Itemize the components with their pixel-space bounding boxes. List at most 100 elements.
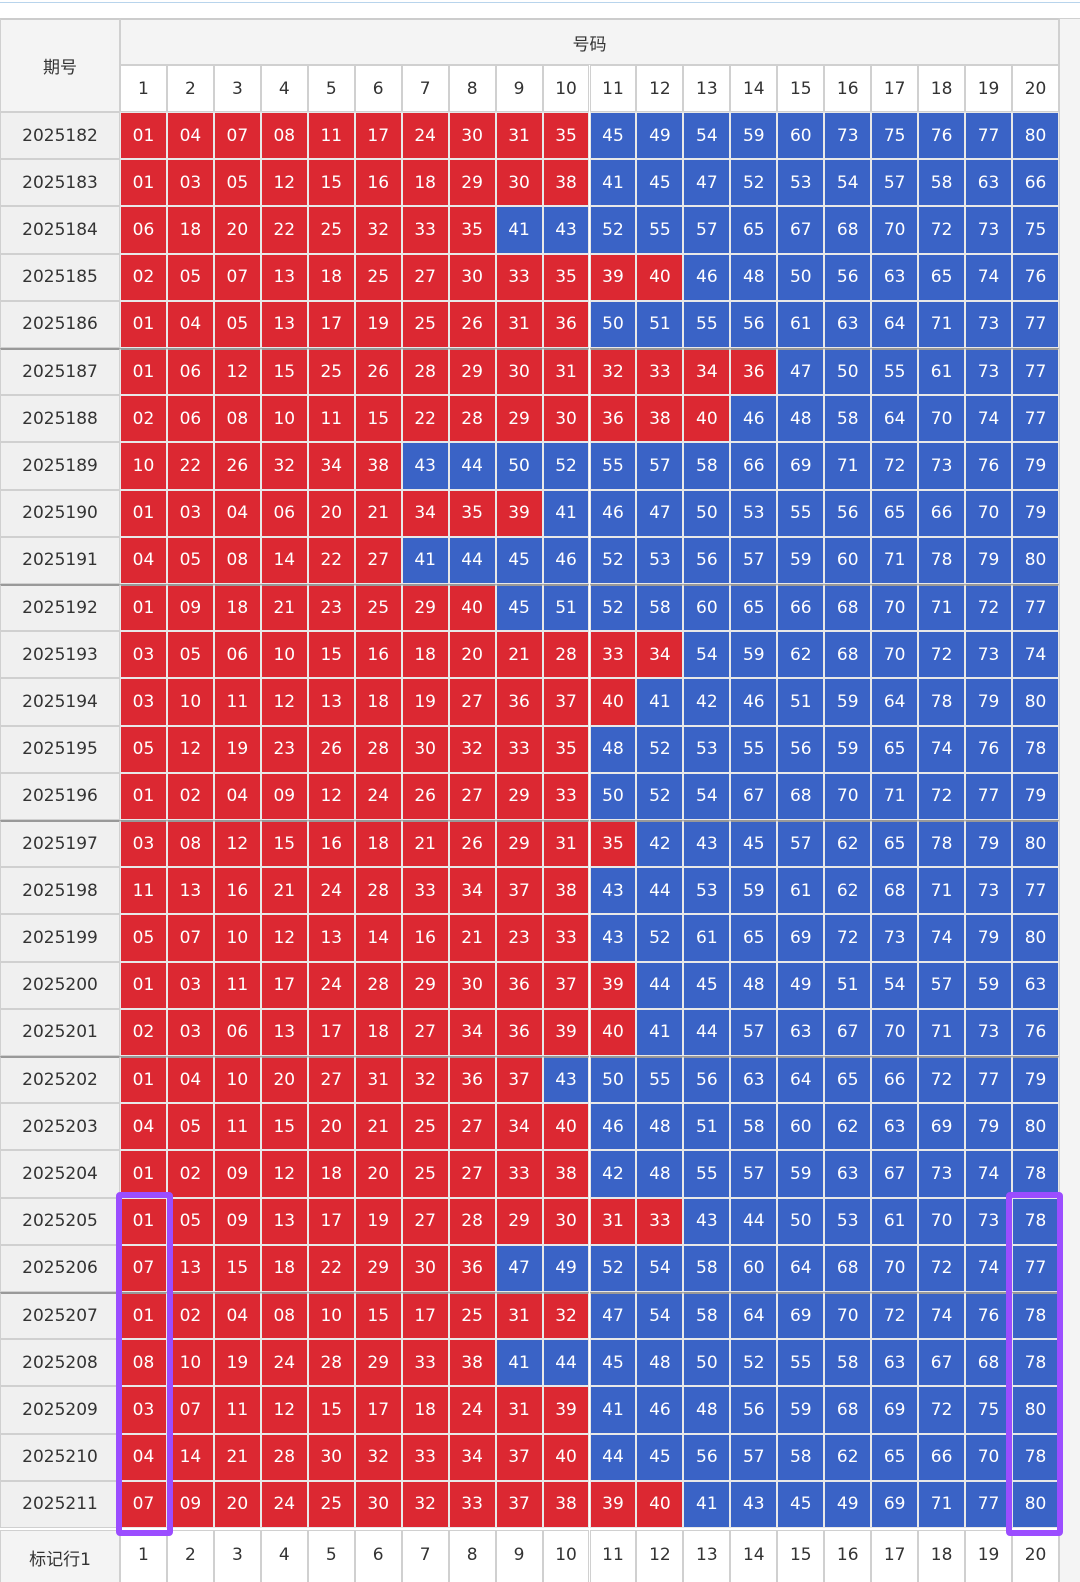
red-number-cell: 35 (542, 253, 590, 301)
red-number-cell: 26 (448, 300, 496, 348)
period-cell: 2025198 (0, 867, 120, 915)
footer-column: 14 (730, 1530, 778, 1582)
red-number-cell: 24 (354, 772, 402, 820)
blue-number-cell: 66 (730, 442, 778, 490)
blue-number-cell: 49 (824, 1480, 872, 1528)
red-number-cell: 34 (495, 1103, 543, 1151)
red-number-cell: 24 (401, 112, 449, 160)
red-number-cell: 23 (307, 584, 355, 632)
red-number-cell: 26 (401, 772, 449, 820)
red-number-cell: 17 (401, 1292, 449, 1340)
blue-number-cell: 57 (918, 961, 966, 1009)
blue-number-cell: 64 (777, 1056, 825, 1104)
red-number-cell: 33 (542, 772, 590, 820)
blue-number-cell: 73 (871, 914, 919, 962)
red-number-cell: 21 (448, 914, 496, 962)
red-number-cell: 18 (401, 159, 449, 207)
blue-number-cell: 64 (871, 678, 919, 726)
red-number-cell: 37 (495, 867, 543, 915)
period-cell: 2025208 (0, 1339, 120, 1387)
blue-number-cell: 68 (824, 631, 872, 679)
blue-number-cell: 68 (965, 1339, 1013, 1387)
period-header: 期号 (0, 18, 120, 112)
footer-label: 标记行1 (0, 1530, 120, 1582)
red-number-cell: 29 (354, 1244, 402, 1292)
red-number-cell: 13 (260, 1197, 308, 1245)
blue-number-cell: 52 (589, 536, 637, 584)
red-number-cell: 12 (307, 772, 355, 820)
red-number-cell: 15 (354, 1292, 402, 1340)
red-number-cell: 23 (495, 914, 543, 962)
footer-column: 7 (401, 1530, 449, 1582)
red-number-cell: 36 (589, 395, 637, 443)
blue-number-cell: 71 (918, 1480, 966, 1528)
blue-number-cell: 56 (683, 1056, 731, 1104)
blue-number-cell: 64 (871, 395, 919, 443)
footer-column: 18 (918, 1530, 966, 1582)
red-number-cell: 33 (542, 914, 590, 962)
blue-number-cell: 45 (589, 1339, 637, 1387)
red-number-cell: 13 (260, 300, 308, 348)
blue-number-cell: 41 (683, 1480, 731, 1528)
blue-number-cell: 44 (589, 1433, 637, 1481)
red-number-cell: 07 (166, 914, 214, 962)
period-cell: 2025182 (0, 112, 120, 160)
blue-number-cell: 79 (965, 536, 1013, 584)
blue-number-cell: 62 (824, 820, 872, 868)
red-number-cell: 31 (354, 1056, 402, 1104)
red-number-cell: 33 (401, 1433, 449, 1481)
blue-number-cell: 48 (636, 1150, 684, 1198)
period-cell: 2025191 (0, 536, 120, 584)
red-number-cell: 30 (542, 395, 590, 443)
red-number-cell: 19 (401, 678, 449, 726)
red-number-cell: 33 (636, 1197, 684, 1245)
red-number-cell: 15 (260, 820, 308, 868)
red-number-cell: 40 (636, 253, 684, 301)
red-number-cell: 36 (448, 1056, 496, 1104)
blue-number-cell: 70 (824, 1292, 872, 1340)
blue-number-cell: 56 (683, 1433, 731, 1481)
red-number-cell: 13 (166, 1244, 214, 1292)
blue-number-cell: 60 (683, 584, 731, 632)
red-number-cell: 11 (307, 112, 355, 160)
blue-number-cell: 52 (636, 772, 684, 820)
red-number-cell: 30 (448, 112, 496, 160)
blue-number-cell: 52 (589, 206, 637, 254)
footer-column: 6 (354, 1530, 402, 1582)
blue-number-cell: 80 (1012, 914, 1059, 962)
red-number-cell: 10 (213, 1056, 261, 1104)
red-number-cell: 39 (542, 1008, 590, 1056)
blue-number-cell: 63 (777, 1008, 825, 1056)
red-number-cell: 31 (495, 1386, 543, 1434)
footer-column: 11 (589, 1530, 637, 1582)
red-number-cell: 01 (120, 961, 167, 1009)
blue-number-cell: 74 (918, 914, 966, 962)
blue-number-cell: 79 (1012, 489, 1059, 537)
blue-number-cell: 49 (777, 961, 825, 1009)
blue-number-cell: 79 (965, 914, 1013, 962)
blue-number-cell: 73 (965, 300, 1013, 348)
red-number-cell: 10 (307, 1292, 355, 1340)
red-number-cell: 06 (213, 1008, 261, 1056)
red-number-cell: 21 (401, 820, 449, 868)
footer-column: 19 (965, 1530, 1013, 1582)
blue-number-cell: 48 (730, 961, 778, 1009)
period-cell: 2025207 (0, 1292, 120, 1340)
blue-number-cell: 64 (777, 1244, 825, 1292)
blue-number-cell: 77 (1012, 584, 1059, 632)
red-number-cell: 04 (120, 1103, 167, 1151)
blue-number-cell: 76 (965, 1292, 1013, 1340)
blue-number-cell: 59 (777, 1150, 825, 1198)
red-number-cell: 05 (166, 1103, 214, 1151)
red-number-cell: 21 (354, 1103, 402, 1151)
red-number-cell: 28 (260, 1433, 308, 1481)
blue-number-cell: 59 (730, 631, 778, 679)
highlight-box (1006, 1191, 1063, 1536)
red-number-cell: 18 (260, 1244, 308, 1292)
red-number-cell: 40 (542, 1103, 590, 1151)
red-number-cell: 30 (401, 1244, 449, 1292)
red-number-cell: 02 (166, 1292, 214, 1340)
footer-column: 12 (636, 1530, 684, 1582)
blue-number-cell: 59 (777, 536, 825, 584)
column-number: 17 (871, 65, 919, 112)
